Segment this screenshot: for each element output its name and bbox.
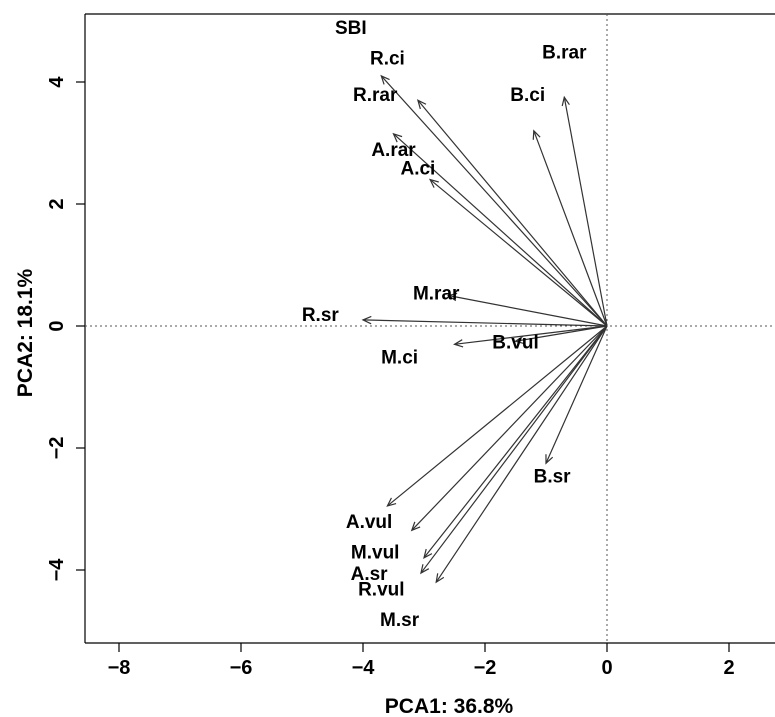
loading-arrow-R.sr	[362, 319, 608, 327]
x-tick-label: 2	[723, 657, 734, 679]
loading-arrow-M.vul2	[423, 325, 608, 559]
x-axis: −8 −6 −4 −2 0 2	[108, 643, 735, 679]
loading-arrow-R.rar	[417, 99, 608, 327]
plot-frame	[84, 13, 775, 644]
arrowhead-A.sr	[420, 564, 430, 575]
label-M.rar: M.rar	[413, 283, 460, 304]
x-tick-label: −4	[352, 657, 376, 679]
loading-arrow-R.vul	[435, 325, 608, 583]
arrowhead-A.ci	[428, 178, 439, 188]
y-axis: −4 −2 0 2 4	[46, 76, 85, 582]
arrowhead-M.vul2	[423, 548, 433, 559]
arrowhead-M.ci	[453, 339, 464, 348]
loading-arrow-A.sr	[420, 325, 608, 574]
y-tick-label: 2	[46, 198, 68, 209]
arrowhead-M.vul	[410, 521, 421, 532]
arrowhead-B.sr	[545, 454, 554, 465]
x-tick-label: −8	[108, 657, 131, 679]
arrowhead-R.rar	[416, 99, 427, 110]
label-B.vul: B.vul	[492, 332, 538, 353]
reference-lines	[85, 14, 775, 643]
label-A.sr: A.sr	[351, 564, 389, 585]
arrowhead-R.vul	[435, 573, 445, 584]
arrowhead-B.rar	[561, 95, 570, 107]
label-A.vul: A.vul	[346, 512, 392, 533]
label-M.ci: M.ci	[381, 348, 418, 369]
loading-arrow-A.vul	[387, 325, 608, 507]
y-tick-label: 0	[46, 320, 68, 331]
y-axis-title: PCA2: 18.1%	[14, 268, 37, 397]
loading-arrow-M.vul	[411, 325, 608, 531]
loading-arrow-M.rar	[448, 294, 608, 327]
label-A.ci: A.ci	[400, 158, 435, 179]
arrowhead-B.ci	[532, 129, 541, 140]
loading-arrow-A.ci	[429, 179, 608, 327]
y-tick-label: −4	[46, 558, 68, 582]
label-B.ci: B.ci	[510, 85, 545, 106]
loading-arrow-A.rar	[393, 133, 608, 327]
arrowhead-R.sr	[361, 315, 372, 325]
loading-arrow-M.ci	[454, 325, 608, 345]
label-A.rar: A.rar	[371, 140, 416, 161]
loading-arrow-B.rar	[563, 97, 608, 327]
loading-arrow-B.ci	[533, 130, 608, 327]
arrowhead-R.ci	[380, 74, 390, 85]
loading-arrow-B.sr	[545, 325, 608, 464]
arrowhead-A.rar	[392, 132, 403, 143]
label-M.sr: M.sr	[380, 610, 420, 631]
loading-arrow-R.ci	[380, 75, 608, 327]
label-R.sr: R.sr	[302, 305, 340, 326]
label-R.vul: R.vul	[358, 579, 404, 600]
label-R.ci: R.ci	[370, 49, 405, 70]
label-B.sr: B.sr	[534, 466, 572, 487]
label-M.vul: M.vul	[351, 543, 400, 564]
x-tick-label: −6	[230, 657, 253, 679]
label-B.rar: B.rar	[542, 43, 587, 64]
y-tick-label: −2	[46, 437, 68, 460]
arrowhead-B.vul	[514, 335, 525, 345]
x-axis-title: PCA1: 36.8%	[385, 695, 514, 717]
x-tick-label: 0	[601, 657, 612, 679]
label-R.rar: R.rar	[353, 85, 398, 106]
loading-arrow-B.vul	[515, 325, 608, 342]
arrowhead-A.vul	[386, 497, 397, 507]
loading-vectors	[361, 74, 608, 584]
y-tick-label: 4	[46, 76, 68, 88]
label-SBI: SBI	[335, 18, 367, 39]
arrowhead-M.rar	[446, 292, 458, 302]
x-tick-label: −2	[474, 657, 497, 679]
